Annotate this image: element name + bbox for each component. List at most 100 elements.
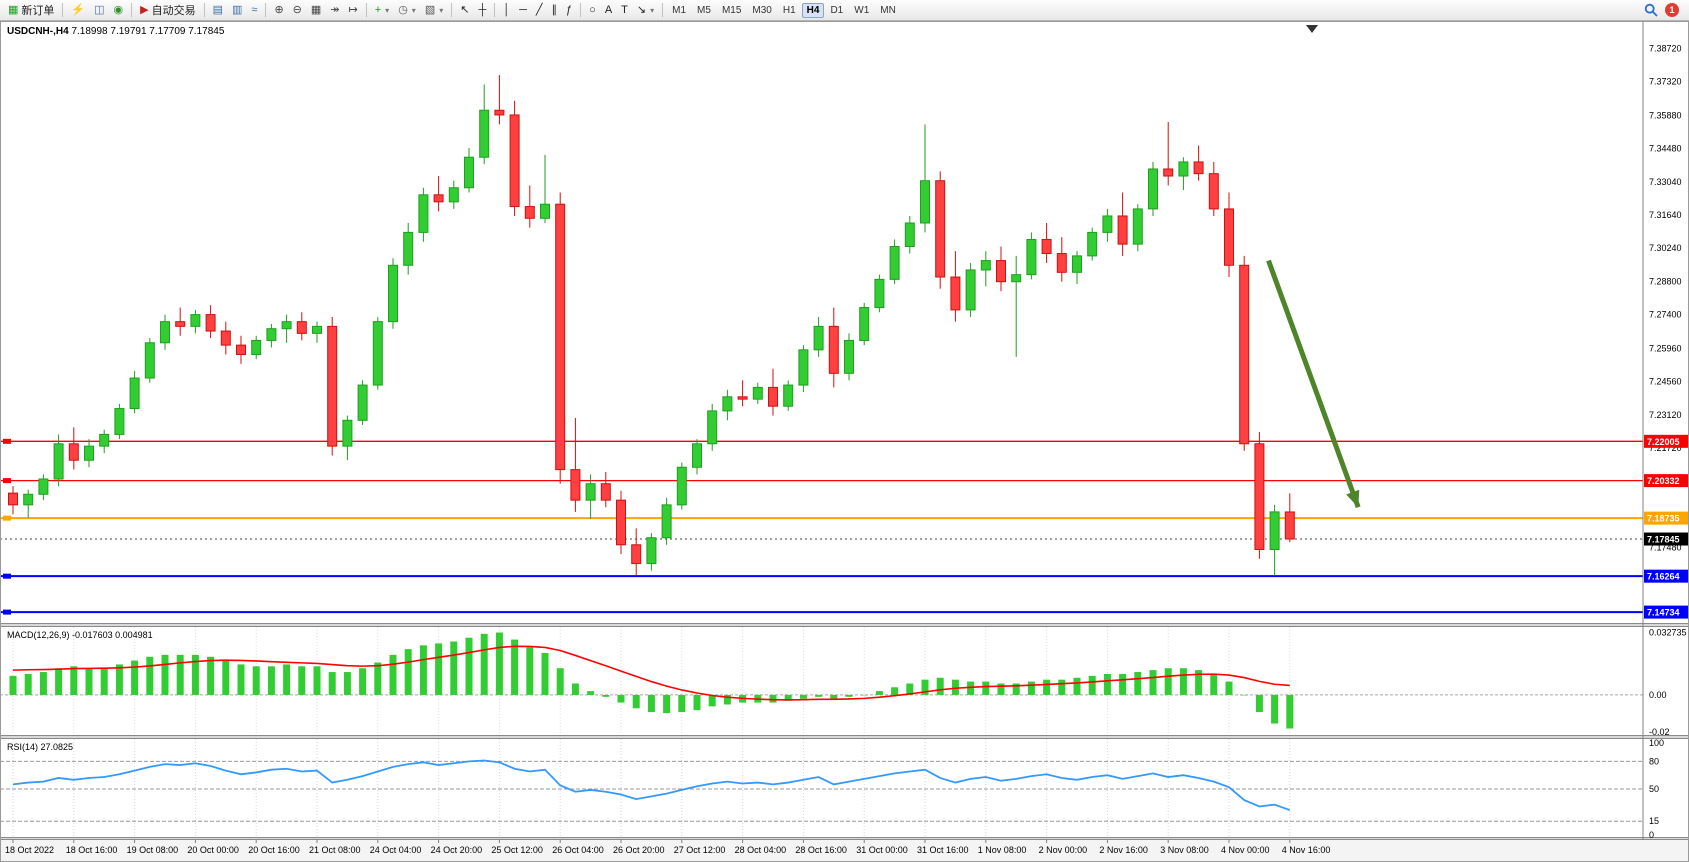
search-icon[interactable] (1644, 3, 1658, 17)
trendline-button[interactable]: ╱ (532, 2, 547, 19)
time-axis-label: 1 Nov 08:00 (978, 845, 1027, 855)
timeframe-d1-button[interactable]: D1 (830, 4, 844, 16)
timeframe-h4-button[interactable]: H4 (801, 2, 825, 18)
price-axis-label: 7.37320 (1649, 77, 1682, 87)
zoom-out-button[interactable]: ⊖ (289, 2, 306, 19)
tile-windows-button[interactable]: ▦ (307, 2, 325, 19)
templates-button[interactable]: ▧ (421, 2, 447, 19)
toolbar-separator (203, 3, 205, 17)
price-axis[interactable] (1643, 21, 1689, 840)
pane-divider[interactable] (0, 735, 1689, 739)
time-axis-label: 26 Oct 04:00 (552, 845, 604, 855)
chart-shift-marker[interactable] (1306, 25, 1318, 33)
autotrading-button[interactable]: ▶ 自动交易 (136, 2, 199, 19)
macd-axis-label: 0.032735 (1649, 627, 1687, 637)
shapes-button[interactable]: ○ (585, 2, 600, 19)
period-selector-icon: ◷ (398, 3, 408, 16)
rsi-axis-label: 15 (1649, 816, 1659, 826)
chart-shift-button[interactable]: ↦ (345, 2, 362, 19)
hline-handle[interactable] (3, 609, 11, 615)
auto-scroll-icon: ↠ (330, 3, 340, 16)
time-axis-label: 18 Oct 2022 (5, 845, 54, 855)
horizontal-line-button[interactable]: ─ (515, 2, 531, 19)
period-selector-button[interactable]: ◷ (394, 2, 420, 19)
time-axis-label: 20 Oct 00:00 (187, 845, 239, 855)
time-axis-label: 2 Nov 00:00 (1039, 845, 1088, 855)
vertical-line-button[interactable]: │ (499, 2, 514, 19)
time-axis-label: 20 Oct 16:00 (248, 845, 300, 855)
time-axis-label: 27 Oct 12:00 (674, 845, 726, 855)
hline-handle[interactable] (3, 438, 11, 444)
line-chart-button[interactable]: ≈ (247, 2, 261, 19)
price-axis-label: 7.21720 (1649, 443, 1682, 453)
time-axis-label: 28 Oct 16:00 (795, 845, 847, 855)
hline-handle[interactable] (3, 515, 11, 521)
time-axis-label: 26 Oct 20:00 (613, 845, 665, 855)
new-order-icon: ▦ (8, 3, 19, 16)
timeframe-m15-button[interactable]: M15 (721, 4, 742, 16)
toolbar-separator (494, 3, 496, 17)
timeframe-m30-button[interactable]: M30 (752, 4, 772, 16)
autotrading-icon: ▶ (140, 3, 149, 16)
time-axis-label: 25 Oct 12:00 (491, 845, 543, 855)
cursor-button[interactable]: ↖ (456, 2, 473, 19)
timeframe-h1-button[interactable]: H1 (782, 4, 796, 16)
rsi-line (12, 759, 1291, 811)
trend-arrow[interactable] (1266, 259, 1361, 509)
fibonacci-retracement-button[interactable]: ƒ (562, 2, 576, 19)
zoom-in-button[interactable]: ⊕ (270, 2, 287, 19)
line-chart-icon: ≈ (251, 3, 258, 16)
zoom-out-icon: ⊖ (292, 3, 302, 16)
new-chart-button[interactable]: + (371, 2, 393, 19)
time-axis-label: 24 Oct 04:00 (370, 845, 422, 855)
bar-chart-icon: ▤ (212, 3, 223, 16)
toolbar-separator (131, 3, 133, 17)
toolbar-separator (62, 3, 64, 17)
price-tag (1644, 474, 1689, 488)
price-chart-canvas[interactable]: 7.38720 7.37320 7.35880 7.34480 7.33040 7.316… (0, 21, 1689, 862)
pane-divider[interactable] (0, 837, 1689, 840)
zoom-in-icon: ⊕ (274, 3, 284, 16)
rsi-axis-label: 50 (1649, 784, 1659, 794)
bar-chart-button[interactable]: ▤ (209, 2, 227, 19)
candlestick-chart-button[interactable]: ▥ (228, 2, 246, 19)
fibonacci-retracement-icon: ƒ (566, 3, 573, 16)
price-axis-label: 7.27400 (1649, 310, 1682, 320)
equidistant-channel-button[interactable]: ∥ (548, 2, 562, 19)
templates-icon: ▧ (424, 3, 436, 16)
timeframe-mn-button[interactable]: MN (880, 4, 896, 16)
price-tag-label: 7.16264 (1647, 572, 1680, 582)
timeframe-m5-button[interactable]: M5 (697, 4, 711, 16)
time-axis-label: 19 Oct 08:00 (127, 845, 179, 855)
horizontal-line-icon: ─ (519, 3, 527, 16)
market-watch-button[interactable]: ⚡ (67, 2, 89, 19)
rsi-axis-label: 100 (1649, 738, 1664, 748)
time-axis[interactable] (0, 840, 1689, 862)
auto-scroll-button[interactable]: ↠ (326, 2, 343, 19)
toolbar-right: 1 (1644, 3, 1685, 17)
crosshair-button[interactable]: ┼ (474, 2, 490, 19)
hline-handle[interactable] (3, 478, 11, 484)
macd-axis-label: 0.00 (1649, 690, 1667, 700)
trendline-icon: ╱ (535, 3, 543, 16)
timeframe-m1-button[interactable]: M1 (672, 4, 687, 16)
data-window-icon: ◫ (94, 3, 105, 16)
price-axis-label: 7.24560 (1649, 376, 1682, 386)
price-tag (1644, 605, 1689, 619)
candlestick-chart-icon: ▥ (232, 3, 243, 16)
data-window-button[interactable]: ◫ (90, 2, 108, 19)
arrows-button[interactable]: ↘ (633, 2, 658, 19)
text-label-button[interactable]: T (617, 2, 632, 19)
pane-divider[interactable] (0, 623, 1689, 627)
hline-handle[interactable] (3, 573, 11, 579)
price-axis-label: 7.35880 (1649, 110, 1682, 120)
market-watch-icon: ⚡ (71, 3, 86, 16)
text-button[interactable]: A (601, 2, 616, 19)
tile-windows-icon: ▦ (310, 3, 322, 16)
notification-badge[interactable]: 1 (1665, 3, 1679, 17)
new-order-button[interactable]: ▦ 新订单 (4, 2, 58, 19)
macd-axis-label: -0.02 (1649, 727, 1670, 737)
timeframe-w1-button[interactable]: W1 (854, 4, 870, 16)
navigator-button[interactable]: ◉ (110, 2, 128, 19)
time-axis-label: 2 Nov 16:00 (1099, 845, 1148, 855)
